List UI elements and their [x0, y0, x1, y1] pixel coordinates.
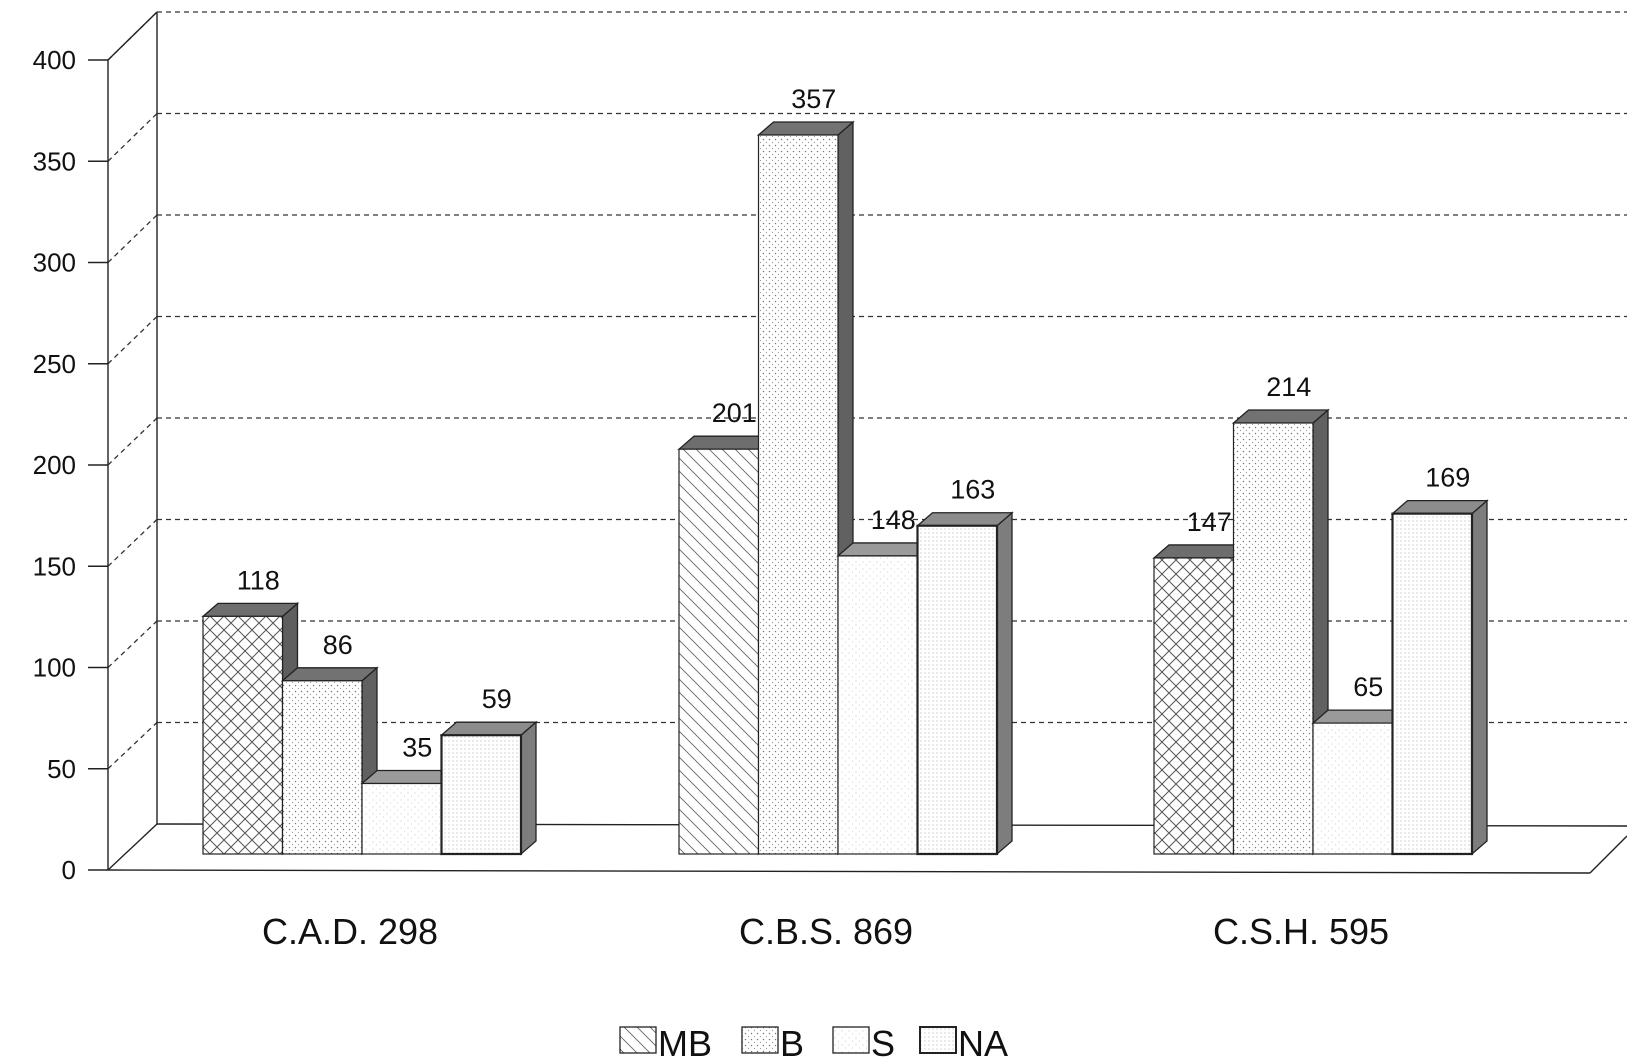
floor-left-edge [107, 823, 158, 871]
y-tick-label: 250 [33, 349, 76, 379]
category-label: C.S.H. 595 [1213, 911, 1389, 952]
y-tick-label: 0 [62, 855, 76, 885]
data-label: 169 [1425, 463, 1470, 493]
bar-front [361, 782, 443, 855]
category-label: C.B.S. 869 [739, 911, 913, 952]
y-tick-label: 50 [47, 754, 76, 784]
gridline-diagonal [107, 316, 158, 365]
legend-item-mb: MB [619, 1023, 712, 1060]
data-label: 65 [1353, 672, 1383, 702]
bar-front [1391, 512, 1474, 856]
bar-front [1312, 722, 1394, 855]
data-labels: 118 86 35 59 201 357 148 163 147 214 65 169 [237, 84, 1471, 763]
category-label: C.A.D. 298 [262, 911, 438, 952]
data-label: 118 [237, 565, 280, 595]
data-label: 201 [712, 398, 757, 428]
bar-top [915, 512, 1014, 527]
bars [201, 120, 1489, 856]
bar-top [439, 721, 538, 736]
data-label: 214 [1266, 372, 1311, 402]
y-tick-label: 400 [33, 45, 76, 75]
bar-top [201, 602, 300, 617]
bar-group-c-a-d-298 [201, 601, 538, 856]
gridline-diagonal [107, 620, 158, 668]
bar-side [520, 720, 537, 856]
floor-right-edge [1589, 835, 1627, 874]
legend-item-na: NA [919, 1023, 1008, 1060]
bar-front [837, 555, 919, 855]
y-tick-label: 350 [33, 146, 76, 176]
data-label: 59 [482, 684, 512, 714]
gridline-diagonal [107, 519, 158, 567]
bar-front [1232, 422, 1314, 855]
bar-front [1153, 557, 1235, 855]
bar-front [678, 448, 760, 855]
legend-item-s: S [832, 1023, 895, 1060]
bar-front [281, 680, 363, 855]
x-axis-line [107, 869, 1591, 874]
bar-side [996, 511, 1013, 856]
bar-group-c-b-s-869 [677, 120, 1014, 856]
data-label: 357 [791, 84, 836, 114]
gridline-diagonal [107, 417, 158, 466]
data-label: 86 [323, 630, 353, 660]
legend-label: B [780, 1023, 804, 1060]
data-label: 147 [1187, 507, 1232, 537]
y-tick-label: 150 [33, 551, 76, 581]
gridline-diagonal [107, 113, 158, 162]
legend: MB B S NA [619, 1023, 1008, 1060]
legend-swatch [619, 1026, 657, 1054]
bar-front [757, 134, 839, 855]
legend-swatch [919, 1026, 957, 1054]
gridline-diagonal [107, 722, 158, 770]
bar-side [1471, 499, 1488, 856]
data-label: 35 [402, 733, 432, 763]
legend-swatch [741, 1026, 779, 1054]
category-labels: C.A.D. 298 C.B.S. 869 C.S.H. 595 [262, 911, 1389, 952]
y-tick-label: 300 [33, 248, 76, 278]
data-label: 148 [871, 505, 916, 535]
legend-label: MB [658, 1023, 712, 1060]
bar-s-c-b-s-869 [836, 541, 935, 856]
bar-top [1390, 499, 1489, 515]
y-axis-ticks: 0 50 100 150 200 250 300 350 400 [33, 45, 108, 885]
legend-item-b: B [741, 1023, 804, 1060]
bar-front [202, 615, 284, 855]
bar-group-c-s-h-595 [1152, 408, 1489, 856]
bar-top [1231, 409, 1330, 424]
bar-top [756, 121, 855, 136]
y-tick-label: 100 [33, 653, 76, 683]
bar-b-c-s-h-595 [1231, 408, 1330, 856]
gridline-diagonal [107, 214, 158, 263]
bar-na-c-b-s-869 [915, 511, 1014, 856]
legend-swatch [832, 1026, 870, 1054]
wall-top-edge [107, 11, 158, 61]
bar-front [916, 524, 999, 856]
legend-label: S [871, 1023, 895, 1060]
data-label: 163 [950, 475, 995, 505]
bar-top [280, 667, 379, 682]
bar-na-c-s-h-595 [1390, 499, 1489, 856]
legend-label: NA [958, 1023, 1008, 1060]
bar-front [440, 734, 523, 856]
bar-b-c-b-s-869 [756, 120, 855, 856]
bar-na-c-a-d-298 [439, 720, 538, 856]
y-tick-label: 200 [33, 450, 76, 480]
